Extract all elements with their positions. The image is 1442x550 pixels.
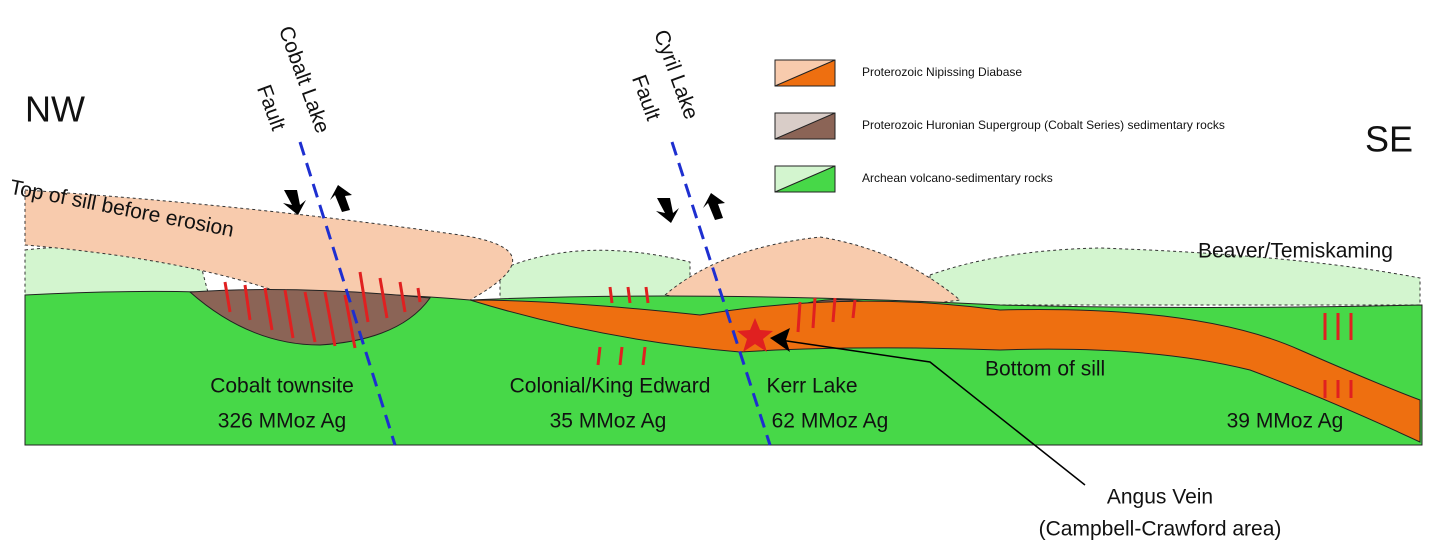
fault-line bbox=[670, 141, 772, 446]
annotation: Beaver/Temiskaming bbox=[1198, 240, 1393, 263]
legend-label: Archean volcano-sedimentary rocks bbox=[862, 171, 1053, 185]
callout: Angus Vein bbox=[1107, 486, 1213, 509]
fault-arrows bbox=[283, 185, 725, 223]
callout: (Campbell-Crawford area) bbox=[1039, 518, 1282, 541]
diabase-eroded bbox=[24, 189, 514, 301]
archean-eroded bbox=[929, 247, 1421, 306]
direction-label: SE bbox=[1365, 119, 1413, 160]
legend-label: Proterozoic Nipissing Diabase bbox=[862, 65, 1022, 79]
legend bbox=[774, 59, 836, 193]
leader-line bbox=[779, 339, 1086, 486]
deposit-name: Colonial/King Edward bbox=[510, 375, 711, 398]
fault-label: Fault bbox=[627, 72, 665, 124]
deposit-name: Cobalt townsite bbox=[210, 375, 354, 398]
fault-label: Fault bbox=[252, 82, 290, 134]
veins bbox=[223, 271, 1353, 398]
deposit-amount: 35 MMoz Ag bbox=[550, 410, 667, 433]
direction-label: NW bbox=[25, 89, 85, 130]
legend-label: Proterozoic Huronian Supergroup (Cobalt … bbox=[862, 118, 1225, 132]
deposit-name: Kerr Lake bbox=[766, 375, 857, 398]
angus-star bbox=[737, 318, 773, 352]
deposit-amount: 39 MMoz Ag bbox=[1227, 410, 1344, 433]
annotation: Bottom of sill bbox=[985, 358, 1105, 381]
deposit-amount: 326 MMoz Ag bbox=[218, 410, 346, 433]
fault-line bbox=[298, 141, 397, 446]
deposit-amount: 62 MMoz Ag bbox=[772, 410, 889, 433]
archean-eroded bbox=[499, 249, 691, 301]
diabase-sill bbox=[469, 299, 1421, 443]
leader-arrow bbox=[770, 328, 790, 352]
